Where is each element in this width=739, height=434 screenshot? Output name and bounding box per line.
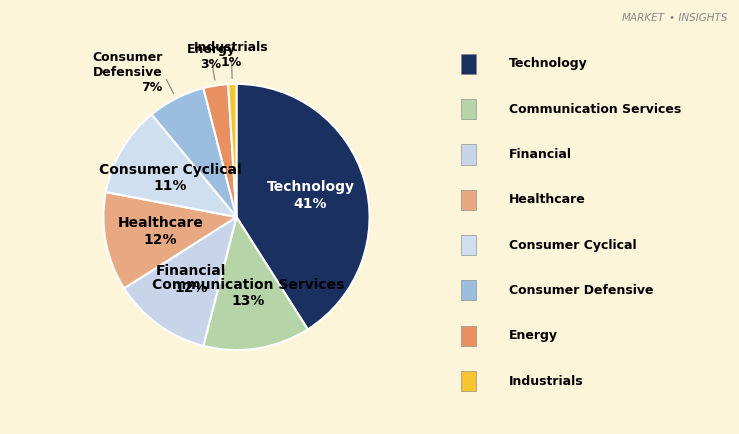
FancyBboxPatch shape	[461, 54, 477, 74]
Text: Consumer
Defensive
7%: Consumer Defensive 7%	[92, 51, 163, 94]
FancyBboxPatch shape	[461, 280, 477, 300]
Text: Consumer Cyclical: Consumer Cyclical	[508, 239, 636, 252]
FancyBboxPatch shape	[461, 371, 477, 391]
Text: Technology: Technology	[508, 57, 588, 70]
Text: Consumer Defensive: Consumer Defensive	[508, 284, 653, 297]
Text: Financial
12%: Financial 12%	[156, 264, 226, 295]
Wedge shape	[228, 84, 236, 217]
FancyBboxPatch shape	[461, 326, 477, 346]
Wedge shape	[203, 84, 236, 217]
FancyBboxPatch shape	[461, 190, 477, 210]
Wedge shape	[203, 217, 308, 350]
Text: • INSIGHTS: • INSIGHTS	[669, 13, 727, 23]
FancyBboxPatch shape	[461, 145, 477, 164]
Text: Consumer Cyclical
11%: Consumer Cyclical 11%	[99, 163, 242, 193]
Text: Energy
3%: Energy 3%	[186, 43, 236, 71]
FancyBboxPatch shape	[461, 99, 477, 119]
Text: Industrials
1%: Industrials 1%	[194, 41, 269, 69]
Text: MARKET: MARKET	[622, 13, 665, 23]
Text: Healthcare: Healthcare	[508, 193, 585, 206]
FancyBboxPatch shape	[461, 235, 477, 255]
Wedge shape	[151, 88, 236, 217]
Wedge shape	[236, 84, 370, 329]
Text: Industrials: Industrials	[508, 375, 583, 388]
Wedge shape	[106, 115, 236, 217]
Wedge shape	[124, 217, 236, 346]
Wedge shape	[103, 192, 236, 288]
Text: Technology
41%: Technology 41%	[267, 181, 355, 210]
Text: Communication Services: Communication Services	[508, 103, 681, 116]
Text: Financial: Financial	[508, 148, 572, 161]
Text: Healthcare
12%: Healthcare 12%	[118, 217, 203, 247]
Text: Communication Services
13%: Communication Services 13%	[152, 278, 344, 308]
Text: Energy: Energy	[508, 329, 558, 342]
